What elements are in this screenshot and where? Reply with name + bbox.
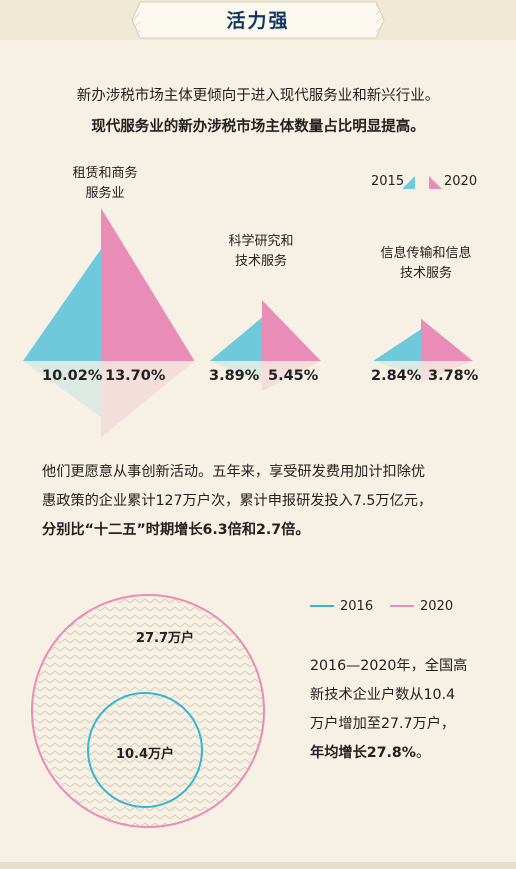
bar-leasing-2015 <box>22 249 101 361</box>
value-label-it-2020: 3.78% <box>428 368 479 384</box>
legend-2016-label: 2016 <box>340 599 374 614</box>
reflection-leasing-2015 <box>22 361 101 417</box>
value-label-science-2015: 3.89% <box>209 368 260 384</box>
category-label-leasing: 租赁和商务 服务业 <box>40 164 170 204</box>
hightech-paragraph-line-2: 新技术企业户数从10.4 <box>310 687 456 703</box>
reflection-it-2020 <box>421 361 473 383</box>
value-label-leasing-2020: 13.70% <box>105 368 166 384</box>
period-mark: 。 <box>415 745 431 761</box>
category-label-it: 信息传输和信息 技术服务 <box>356 244 496 284</box>
legend-2016-line <box>310 605 334 607</box>
legend-2020-label: 2020 <box>444 174 478 189</box>
legend-2015-label: 2015 <box>371 174 405 189</box>
legend-2015-marker <box>402 176 415 189</box>
bar-it-2015 <box>373 329 421 361</box>
intro-line-1: 新办涉税市场主体更倾向于进入现代服务业和新兴行业。 <box>76 88 440 104</box>
reflection-science-2020 <box>262 361 321 392</box>
reflection-leasing-2020 <box>101 361 195 438</box>
rd-paragraph-line-1: 他们更愿意从事创新活动。五年来，享受研发费用加计扣除优 <box>42 464 426 480</box>
category-label-line: 信息传输和信息 <box>380 246 472 261</box>
rd-paragraph-line-3: 分别比“十二五”时期增长6.3倍和2.7倍。 <box>42 522 310 538</box>
title-banner <box>0 0 516 40</box>
footer-strip <box>0 862 516 869</box>
value-label-it-2015: 2.84% <box>371 368 422 384</box>
legend-2020b-line <box>390 605 414 607</box>
growth-rate-text: 年均增长27.8% <box>310 745 416 761</box>
category-label-line: 租赁和商务 <box>72 166 138 181</box>
bar-it-2020 <box>421 318 473 361</box>
hightech-paragraph-line-1: 2016—2020年，全国高 <box>310 658 468 674</box>
category-label-line: 技术服务 <box>234 254 287 269</box>
hightech-paragraph: 2016—2020年，全国高 新技术企业户数从10.4 万户增加至27.7万户，… <box>310 652 510 768</box>
category-label-line: 技术服务 <box>399 266 452 281</box>
rd-paragraph-line-2: 惠政策的企业累计127万户次，累计申报研发投入7.5万亿元， <box>42 493 433 509</box>
value-label-science-2020: 5.45% <box>268 368 319 384</box>
bar-science-2020 <box>262 300 321 361</box>
circle-label-2020: 27.7万户 <box>135 631 195 646</box>
legend-2020-marker <box>429 176 442 189</box>
legend-2020b-label: 2020 <box>420 599 454 614</box>
bar-science-2015 <box>209 317 262 361</box>
reflection-science-2015 <box>209 361 262 383</box>
reflection-it-2015 <box>373 361 421 377</box>
intro-line-2: 现代服务业的新办涉税市场主体数量占比明显提高。 <box>91 119 425 135</box>
circle-label-2016: 10.4万户 <box>115 747 175 762</box>
hightech-paragraph-line-4: 年均增长27.8%。 <box>310 739 510 768</box>
category-label-science: 科学研究和 技术服务 <box>196 232 326 272</box>
triangle-chart <box>22 208 473 438</box>
category-label-line: 科学研究和 <box>228 234 294 249</box>
circle-2016 <box>87 692 203 808</box>
circle-chart <box>31 594 265 828</box>
category-label-line: 服务业 <box>85 186 125 201</box>
hightech-paragraph-line-3: 万户增加至27.7万户， <box>310 716 456 732</box>
section-title: 活力强 <box>226 10 290 32</box>
bar-leasing-2020 <box>101 208 195 361</box>
value-label-leasing-2015: 10.02% <box>42 368 103 384</box>
rd-paragraph: 他们更愿意从事创新活动。五年来，享受研发费用加计扣除优 惠政策的企业累计127万… <box>42 458 482 545</box>
